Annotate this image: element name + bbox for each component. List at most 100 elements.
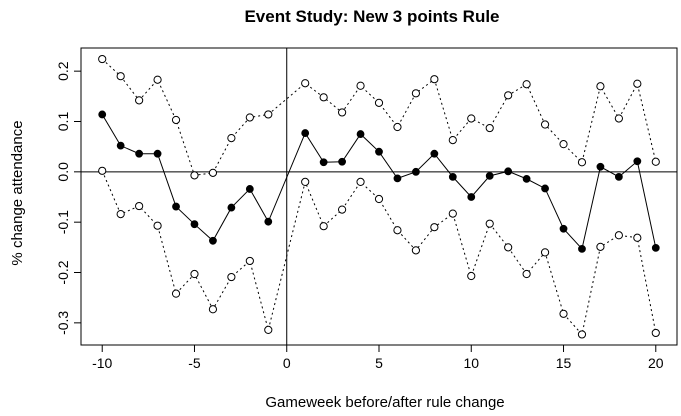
data-point-estimate — [467, 193, 476, 201]
data-point-estimate — [135, 149, 144, 158]
data-point-estimate — [319, 158, 328, 167]
data-point-lower-ci — [171, 289, 181, 298]
data-point-upper-ci — [98, 54, 107, 64]
data-point-lower-ci — [411, 246, 421, 255]
data-point-upper-ci — [374, 98, 384, 107]
data-point-estimate — [301, 129, 310, 137]
data-point-upper-ci — [485, 123, 494, 133]
data-point-upper-ci — [301, 79, 310, 88]
data-point-upper-ci — [135, 96, 144, 105]
data-point-estimate — [153, 149, 162, 158]
data-point-estimate — [172, 202, 180, 211]
data-point-lower-ci — [374, 194, 384, 204]
data-point-upper-ci — [633, 79, 642, 88]
data-point-estimate — [412, 167, 420, 176]
x-tick-label: -10 — [92, 355, 112, 371]
x-tick-label: 10 — [463, 355, 479, 371]
data-point-estimate — [614, 172, 623, 181]
y-tick-label: 0.1 — [55, 112, 71, 132]
series-line-lower-ci — [101, 170, 657, 336]
data-point-lower-ci — [522, 269, 531, 279]
data-point-estimate — [98, 110, 107, 119]
data-point-upper-ci — [208, 168, 218, 177]
data-point-upper-ci — [559, 140, 568, 149]
data-point-estimate — [485, 171, 494, 180]
data-point-lower-ci — [245, 256, 254, 266]
data-point-upper-ci — [116, 72, 125, 81]
data-point-estimate — [448, 172, 457, 181]
y-tick-label: -0.2 — [55, 260, 71, 284]
data-point-lower-ci — [633, 233, 642, 242]
data-point-estimate — [227, 203, 236, 212]
data-point-lower-ci — [430, 223, 439, 232]
data-point-upper-ci — [430, 75, 439, 84]
data-point-upper-ci — [411, 89, 421, 98]
data-point-lower-ci — [393, 226, 402, 235]
data-point-estimate — [375, 147, 383, 156]
data-point-estimate — [541, 184, 549, 193]
data-point-lower-ci — [135, 201, 144, 211]
data-point-estimate — [504, 167, 513, 176]
data-point-upper-ci — [448, 136, 457, 145]
data-point-upper-ci — [540, 120, 550, 129]
data-point-estimate — [393, 174, 402, 183]
data-point-upper-ci — [596, 82, 605, 91]
x-tick-label: 20 — [648, 355, 664, 371]
x-tick-label: -5 — [188, 355, 201, 371]
data-point-upper-ci — [614, 114, 623, 123]
data-point-lower-ci — [651, 328, 660, 338]
data-point-lower-ci — [467, 271, 476, 281]
series-line-estimate — [101, 114, 657, 250]
y-tick-label: -0.1 — [55, 210, 71, 234]
data-point-lower-ci — [577, 330, 587, 339]
data-point-upper-ci — [264, 110, 273, 119]
data-point-lower-ci — [227, 272, 236, 282]
data-point-upper-ci — [522, 80, 531, 89]
y-tick-label: 0.2 — [55, 61, 71, 81]
data-point-estimate — [209, 236, 217, 245]
data-point-lower-ci — [190, 269, 199, 279]
data-point-upper-ci — [153, 75, 162, 84]
data-point-lower-ci — [356, 177, 365, 187]
data-point-lower-ci — [540, 248, 550, 257]
data-point-upper-ci — [504, 91, 513, 100]
data-point-lower-ci — [301, 177, 310, 187]
data-point-estimate — [430, 149, 439, 158]
data-point-upper-ci — [356, 81, 365, 90]
data-point-lower-ci — [448, 209, 457, 218]
data-point-estimate — [578, 244, 586, 253]
data-point-upper-ci — [171, 115, 181, 125]
data-point-upper-ci — [245, 113, 254, 122]
data-point-upper-ci — [227, 134, 236, 143]
data-point-upper-ci — [577, 158, 587, 167]
x-tick-label: 5 — [375, 355, 383, 371]
data-point-estimate — [633, 157, 642, 166]
y-tick-label: 0.0 — [55, 162, 71, 182]
data-point-lower-ci — [208, 305, 218, 314]
data-point-estimate — [651, 243, 660, 252]
y-axis-label: % change attendance — [9, 120, 26, 265]
data-point-upper-ci — [651, 157, 660, 166]
data-point-upper-ci — [190, 171, 199, 180]
data-point-lower-ci — [596, 242, 605, 251]
data-point-lower-ci — [264, 325, 273, 334]
data-point-lower-ci — [504, 243, 513, 252]
plot-area: -10 -5 0 5 10 15 20 -0.3 -0.2 -0.1 0.0 0.1 0.2 — [55, 47, 678, 371]
data-point-lower-ci — [337, 205, 347, 214]
x-tick-label: 15 — [556, 355, 572, 371]
data-point-estimate — [338, 157, 346, 166]
data-point-lower-ci — [116, 210, 125, 219]
data-point-upper-ci — [467, 114, 476, 123]
data-point-lower-ci — [98, 166, 107, 175]
data-point-estimate — [116, 141, 125, 150]
data-point-lower-ci — [559, 309, 568, 318]
x-axis-label: Gameweek before/after rule change — [265, 394, 504, 411]
data-point-estimate — [596, 162, 605, 171]
data-point-estimate — [190, 220, 199, 229]
data-point-lower-ci — [319, 222, 328, 231]
chart-title: Event Study: New 3 points Rule — [244, 7, 499, 26]
data-point-upper-ci — [337, 108, 347, 117]
x-tick-label: 0 — [283, 355, 291, 371]
data-point-lower-ci — [614, 231, 623, 240]
